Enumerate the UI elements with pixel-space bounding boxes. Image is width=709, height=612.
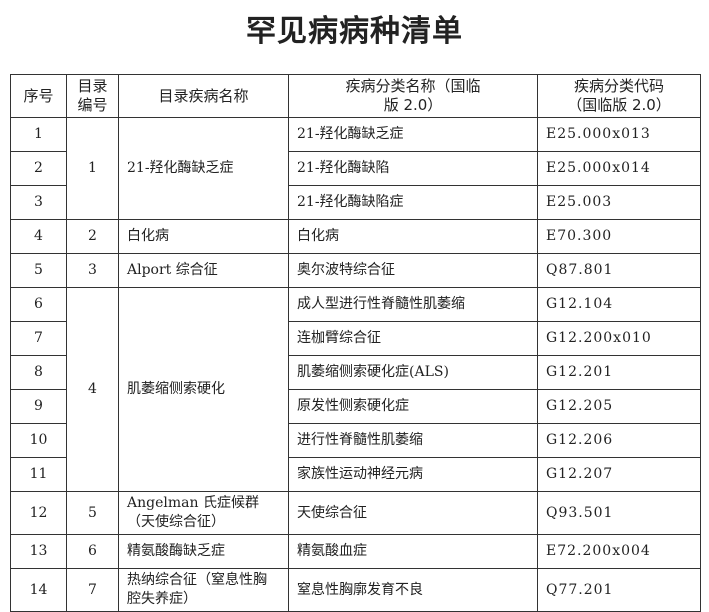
cell-disease: 奥尔波特综合征 bbox=[288, 253, 538, 288]
header-cat-name: 目录疾病名称 bbox=[118, 74, 289, 118]
cell-cat-no: 1 bbox=[66, 117, 119, 220]
cell-seq: 13 bbox=[10, 534, 67, 569]
cell-cat-no: 3 bbox=[66, 253, 119, 288]
cell-seq: 9 bbox=[10, 389, 67, 424]
cell-code: E72.200x004 bbox=[537, 534, 701, 569]
cell-cat-name: 白化病 bbox=[118, 219, 289, 254]
cell-code: E25.000x014 bbox=[537, 151, 701, 186]
cell-code: E25.000x013 bbox=[537, 117, 701, 152]
cell-cat-no: 7 bbox=[66, 568, 119, 612]
header-code: 疾病分类代码（国临版 2.0） bbox=[537, 74, 701, 118]
cell-code: G12.200x010 bbox=[537, 321, 701, 356]
table-row: 10 进行性脊髓性肌萎缩 G12.206 bbox=[10, 423, 701, 458]
cell-code: E25.003 bbox=[537, 185, 701, 220]
cell-seq: 12 bbox=[10, 491, 67, 535]
header-disease: 疾病分类名称（国临版 2.0） bbox=[288, 74, 538, 118]
cell-disease: 成人型进行性脊髓性肌萎缩 bbox=[288, 287, 538, 322]
cell-seq: 8 bbox=[10, 355, 67, 390]
cell-seq: 6 bbox=[10, 287, 67, 322]
cell-disease: 原发性侧索硬化症 bbox=[288, 389, 538, 424]
cell-disease: 21-羟化酶缺陷 bbox=[288, 151, 538, 186]
cell-code: E70.300 bbox=[537, 219, 701, 254]
cell-cat-name: Angelman 氏症候群（天使综合征） bbox=[118, 491, 289, 535]
table-row: 13 6 精氨酸酶缺乏症 精氨酸血症 E72.200x004 bbox=[10, 534, 701, 569]
cell-disease: 白化病 bbox=[288, 219, 538, 254]
cell-seq: 3 bbox=[10, 185, 67, 220]
cell-code: Q77.201 bbox=[537, 568, 701, 612]
cell-seq: 14 bbox=[10, 568, 67, 612]
cell-code: Q87.801 bbox=[537, 253, 701, 288]
cell-seq: 5 bbox=[10, 253, 67, 288]
cell-disease: 窒息性胸廓发育不良 bbox=[288, 568, 538, 612]
cell-seq: 11 bbox=[10, 457, 67, 492]
page-title: 罕见病病种清单 bbox=[246, 14, 463, 49]
rare-disease-table: 序号 目录编号 目录疾病名称 疾病分类名称（国临版 2.0） 疾病分类代码（国临… bbox=[10, 74, 701, 612]
cell-cat-name: 肌萎缩侧索硬化 bbox=[118, 287, 289, 492]
cell-disease: 天使综合征 bbox=[288, 491, 538, 535]
table-row: 11 家族性运动神经元病 G12.207 bbox=[10, 457, 701, 492]
header-seq: 序号 bbox=[10, 74, 67, 118]
cell-disease: 进行性脊髓性肌萎缩 bbox=[288, 423, 538, 458]
cell-code: G12.201 bbox=[537, 355, 701, 390]
cell-cat-name: 21-羟化酶缺乏症 bbox=[118, 117, 289, 220]
cell-cat-no: 5 bbox=[66, 491, 119, 535]
cell-cat-no: 6 bbox=[66, 534, 119, 569]
cell-cat-no: 2 bbox=[66, 219, 119, 254]
cell-seq: 2 bbox=[10, 151, 67, 186]
table-row: 9 原发性侧索硬化症 G12.205 bbox=[10, 389, 701, 424]
table-row: 8 肌萎缩侧索硬化症(ALS) G12.201 bbox=[10, 355, 701, 390]
cell-seq: 1 bbox=[10, 117, 67, 152]
table-row: 4 2 白化病 白化病 E70.300 bbox=[10, 219, 701, 254]
cell-seq: 10 bbox=[10, 423, 67, 458]
cell-disease: 家族性运动神经元病 bbox=[288, 457, 538, 492]
cell-code: G12.207 bbox=[537, 457, 701, 492]
cell-disease: 连枷臂综合征 bbox=[288, 321, 538, 356]
table-row: 12 5 Angelman 氏症候群（天使综合征） 天使综合征 Q93.501 bbox=[10, 491, 701, 535]
table-row: 1 1 21-羟化酶缺乏症 21-羟化酶缺乏症 E25.000x013 bbox=[10, 117, 701, 220]
cell-disease: 21-羟化酶缺乏症 bbox=[288, 117, 538, 152]
table-row: 5 3 Alport 综合征 奥尔波特综合征 Q87.801 bbox=[10, 253, 701, 288]
cell-code: G12.205 bbox=[537, 389, 701, 424]
cell-disease: 肌萎缩侧索硬化症(ALS) bbox=[288, 355, 538, 390]
table-row: 2 21-羟化酶缺陷 E25.000x014 bbox=[10, 151, 701, 186]
cell-disease: 精氨酸血症 bbox=[288, 534, 538, 569]
cell-code: Q93.501 bbox=[537, 491, 701, 535]
cell-cat-no: 4 bbox=[66, 287, 119, 492]
header-row: 序号 目录编号 目录疾病名称 疾病分类名称（国临版 2.0） 疾病分类代码（国临… bbox=[10, 74, 701, 118]
cell-code: G12.206 bbox=[537, 423, 701, 458]
cell-cat-name: 热纳综合征（窒息性胸腔失养症） bbox=[118, 568, 289, 612]
table-row: 3 21-羟化酶缺陷症 E25.003 bbox=[10, 185, 701, 220]
cell-cat-name: Alport 综合征 bbox=[118, 253, 289, 288]
cell-disease: 21-羟化酶缺陷症 bbox=[288, 185, 538, 220]
cell-seq: 7 bbox=[10, 321, 67, 356]
table-row: 14 7 热纳综合征（窒息性胸腔失养症） 窒息性胸廓发育不良 Q77.201 bbox=[10, 568, 701, 612]
cell-code: G12.104 bbox=[537, 287, 701, 322]
cell-cat-name: 精氨酸酶缺乏症 bbox=[118, 534, 289, 569]
table-row: 6 4 肌萎缩侧索硬化 成人型进行性脊髓性肌萎缩 G12.104 bbox=[10, 287, 701, 492]
header-cat-no: 目录编号 bbox=[66, 74, 119, 118]
cell-seq: 4 bbox=[10, 219, 67, 254]
